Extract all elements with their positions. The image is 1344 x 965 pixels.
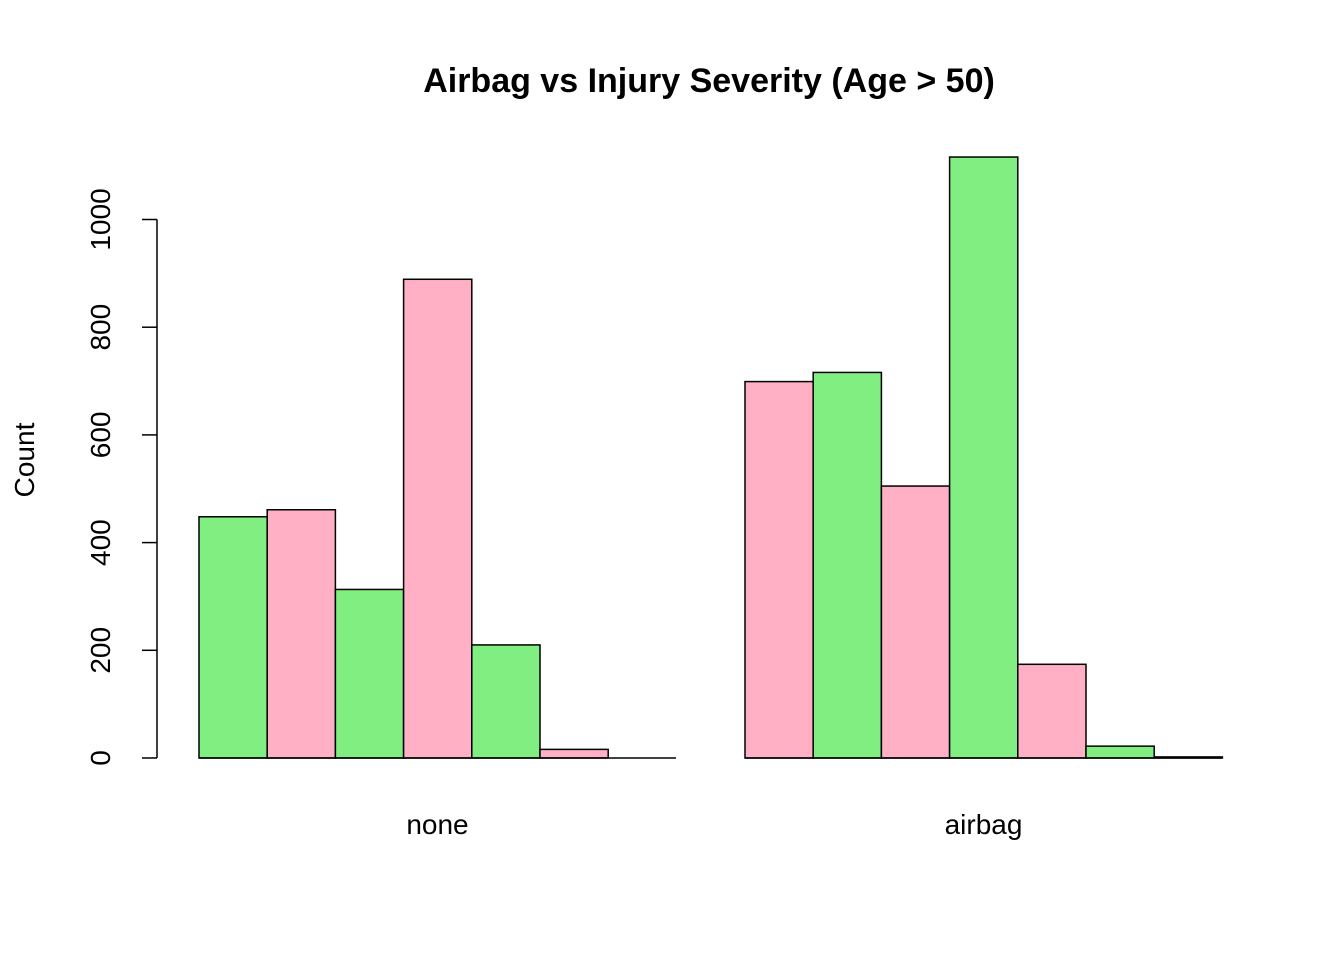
chart-title: Airbag vs Injury Severity (Age > 50) (423, 62, 995, 100)
y-tick-label: 200 (85, 627, 116, 674)
y-tick-label: 600 (85, 412, 116, 459)
bars-layer (198, 156, 1224, 759)
y-tick-label: 0 (85, 750, 116, 766)
bar-none-2 (266, 509, 337, 759)
bar-airbag-1 (744, 380, 814, 759)
bar-airbag-4 (948, 156, 1019, 759)
x-category-label: none (406, 809, 468, 840)
y-axis-label: Count (9, 422, 40, 497)
x-category-label: airbag (945, 809, 1023, 840)
bar-airbag-6 (1085, 745, 1155, 759)
bar-airbag-5 (1017, 663, 1087, 759)
y-axis: 0 200 400 600 800 1000 (85, 188, 158, 766)
bar-none-1 (198, 516, 268, 759)
x-axis-labels: none airbag (406, 809, 1022, 840)
bar-airbag-2 (812, 371, 883, 759)
bar-none-6 (539, 748, 609, 759)
bar-none-3 (334, 588, 405, 759)
bar-airbag-3 (880, 485, 951, 759)
y-tick-label: 1000 (85, 188, 116, 250)
y-tick-label: 400 (85, 519, 116, 566)
bar-none-5 (471, 644, 541, 759)
bar-none-4 (402, 278, 473, 759)
y-tick-label: 800 (85, 304, 116, 351)
